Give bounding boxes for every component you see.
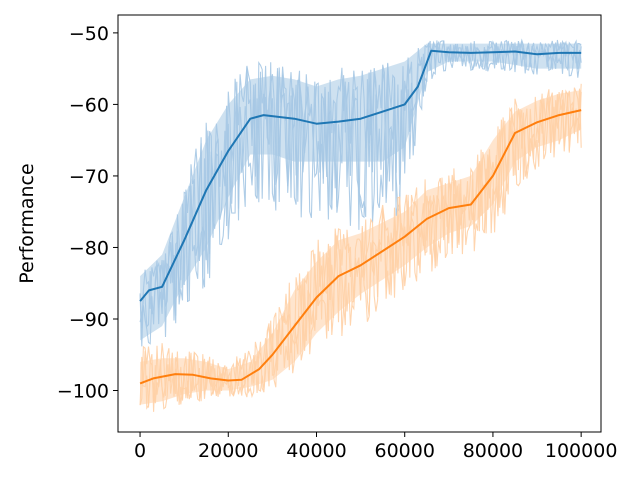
y-tick-label: −80 [69,237,109,259]
series-2-run-2 [139,83,582,410]
x-tick-label: 20000 [198,440,258,462]
y-tick-label: −70 [69,166,109,188]
series-1-mean-line [139,49,582,302]
plot-area [139,38,582,412]
x-tick-label: 0 [134,440,146,462]
x-tick-label: 100000 [545,440,618,462]
series-1-run-3 [139,40,582,347]
series-2-mean-line [139,109,582,385]
x-axis: 0 20000 40000 60000 80000 100000 [134,432,617,462]
y-axis-label: Performance [16,163,38,283]
series-2-run-3 [139,88,582,410]
x-tick-label: 80000 [463,440,523,462]
x-tick-label: 60000 [374,440,434,462]
series-1-run-2 [139,39,582,345]
y-tick-label: −50 [69,23,109,45]
y-tick-label: −60 [69,94,109,116]
y-tick-label: −90 [69,309,109,331]
axes-frame [117,14,602,433]
x-tick-label: 40000 [286,440,346,462]
y-tick-label: −100 [57,381,109,403]
y-axis: −100 −90 −80 −70 −60 −50 [57,23,118,403]
